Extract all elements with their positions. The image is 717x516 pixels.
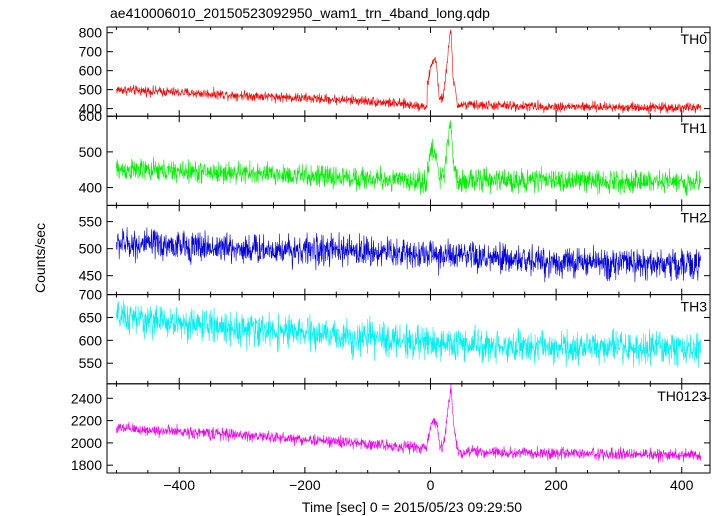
y-tick-label: 2000	[71, 435, 102, 451]
series-line-th0	[116, 29, 701, 114]
y-tick-label: 2200	[71, 413, 102, 429]
y-tick-label: 600	[79, 108, 103, 124]
series-line-th2	[116, 227, 701, 283]
x-tick-label: 200	[544, 477, 568, 493]
panel-label: TH1	[681, 120, 708, 136]
panel-th2: 450 500 550 TH2	[79, 204, 711, 296]
series-line-th3	[116, 299, 701, 368]
x-tick-label: 0	[427, 477, 435, 493]
panel-label: TH0	[681, 31, 708, 47]
x-tick-label: −200	[289, 477, 321, 493]
y-tick-label: 500	[79, 82, 103, 98]
panels-group: 400 500 600 700 800 TH0 400 500 600 TH1 450 500 550 T…	[71, 25, 711, 474]
y-tick-label: 500	[79, 241, 103, 257]
y-tick-label: 650	[79, 309, 103, 325]
y-tick-label: 2400	[71, 390, 102, 406]
panel-th0123: 1800 2000 2200 2400 TH0123	[71, 383, 711, 474]
panel-frame	[106, 383, 711, 474]
y-tick-label: 550	[79, 214, 103, 230]
panel-label: TH2	[681, 209, 708, 225]
x-tick-label: −400	[163, 477, 195, 493]
series-line-th1	[116, 120, 701, 197]
panel-label: TH3	[681, 299, 708, 315]
y-tick-label: 400	[79, 101, 103, 117]
panel-label: TH0123	[657, 388, 707, 404]
x-axis-label: Time [sec] 0 = 2015/05/23 09:29:50	[302, 499, 522, 515]
y-axis-label: Counts/sec	[32, 223, 48, 293]
panel-th3: 550 600 650 700 TH3	[79, 287, 711, 385]
panel-frame	[106, 26, 711, 117]
y-tick-label: 1800	[71, 457, 102, 473]
x-tick-label: 400	[670, 477, 694, 493]
y-tick-label: 600	[79, 63, 103, 79]
y-tick-label: 600	[79, 332, 103, 348]
y-tick-label: 800	[79, 25, 103, 41]
panel-th0: 400 500 600 700 800 TH0	[79, 25, 711, 117]
panel-frame	[106, 115, 711, 206]
y-tick-label: 400	[79, 180, 103, 196]
y-tick-label: 550	[79, 355, 103, 371]
y-tick-label: 700	[79, 287, 103, 303]
series-line-th0123	[116, 383, 701, 463]
y-tick-label: 700	[79, 44, 103, 60]
panel-th1: 400 500 600 TH1	[79, 108, 711, 206]
x-axis: −400 −200 0 200 400	[163, 477, 693, 493]
y-tick-label: 500	[79, 144, 103, 160]
chart-title: ae410006010_20150523092950_wam1_trn_4ban…	[110, 5, 490, 21]
y-tick-label: 450	[79, 268, 103, 284]
